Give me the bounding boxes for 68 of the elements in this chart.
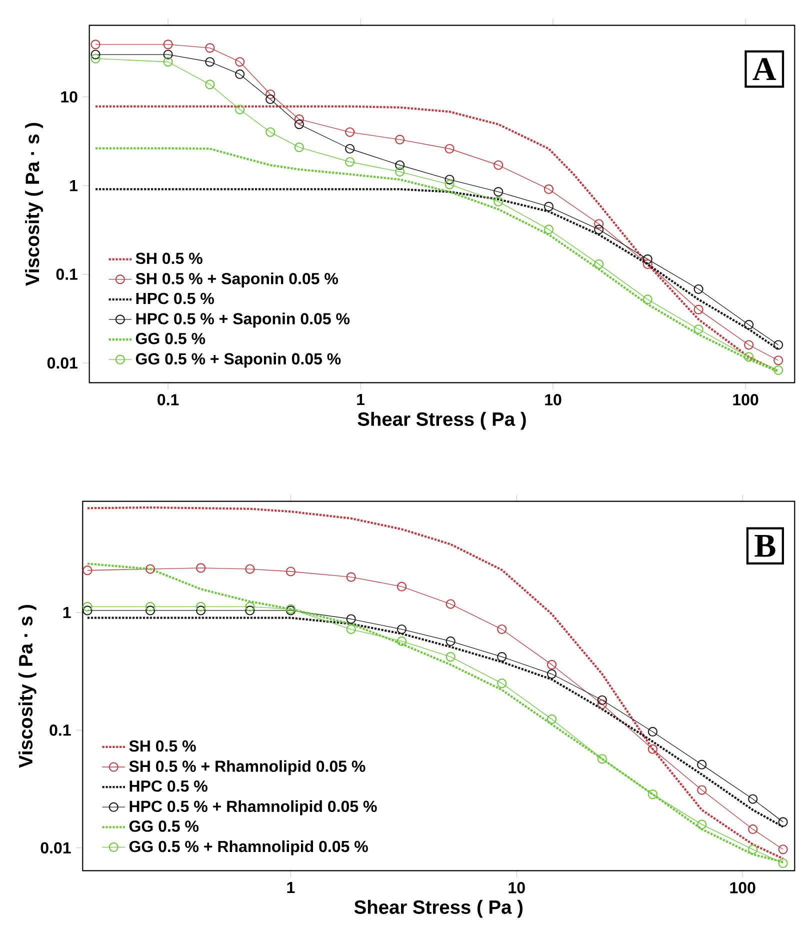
point [597,695,607,705]
y-tick-label: 1 [63,606,71,618]
y-tick-label: 10 [61,91,78,103]
point [446,636,456,646]
point [697,785,707,795]
legend-label: SH 0.5 % + Rhamnolipid 0.05 % [129,760,366,776]
x-tick-label: 1 [287,882,295,894]
point [346,624,356,634]
point [346,572,356,582]
point [446,652,456,662]
x-axis-title: Shear Stress ( Pa ) [358,412,526,430]
point [396,582,407,592]
point [145,564,156,574]
point [245,564,255,574]
y-tick-label: 1 [70,180,78,192]
y-tick-label: 0.1 [50,724,71,736]
y-axis-title: Viscosity ( Pa · s ) [18,604,36,768]
x-tick-label: 100 [730,882,756,894]
x-axis-title: Shear Stress ( Pa ) [354,900,523,918]
y-tick-label: 0.01 [40,842,71,854]
legend-label: SH 0.5 % [136,252,202,264]
legend-label: GG 0.5 % + Rhamnolipid 0.05 % [129,840,368,856]
legend-label: GG 0.5 % [136,332,206,344]
point [748,824,758,834]
point [446,599,456,609]
point [497,678,507,688]
point [546,660,557,670]
point [396,624,407,634]
annotation: B [754,534,776,557]
x-tick-label: 10 [545,394,562,406]
legend-label: GG 0.5 % [129,820,199,832]
point [396,636,407,646]
legend-label: HPC 0.5 % + Saponin 0.05 % [136,312,350,328]
point [145,606,156,616]
x-tick-label: 10 [508,882,525,894]
point [245,602,255,612]
x-tick-label: 1 [357,394,365,406]
point [497,624,507,634]
point [497,652,507,662]
point [196,563,206,573]
point [697,820,707,830]
point [697,760,707,770]
legend-label: HPC 0.5 % [130,780,208,792]
x-tick-label: 0.1 [158,394,179,406]
point [748,844,758,854]
point [597,699,607,710]
x-tick-label: 100 [733,394,758,406]
y-tick-label: 0.1 [56,268,78,280]
legend-label: SH 0.5 % + Saponin 0.05 % [136,272,338,288]
y-axis-title: Viscosity ( Pa · s ) [25,122,43,286]
point [648,726,658,737]
point [145,602,156,612]
point [546,669,557,679]
legend-label: HPC 0.5 % [136,292,214,304]
point [748,794,758,804]
point [648,744,658,754]
point [597,754,607,764]
y-tick-label: 0.01 [47,357,78,369]
point [245,606,255,616]
legend-label: SH 0.5 % [129,740,196,752]
point [546,714,557,724]
point [648,790,658,800]
annotation: A [752,58,776,80]
point [196,606,206,616]
point [196,602,206,612]
point [346,614,356,624]
legend-label: GG 0.5 % + Saponin 0.05 % [136,352,341,368]
legend-label: HPC 0.5 % + Rhamnolipid 0.05 % [130,800,377,816]
